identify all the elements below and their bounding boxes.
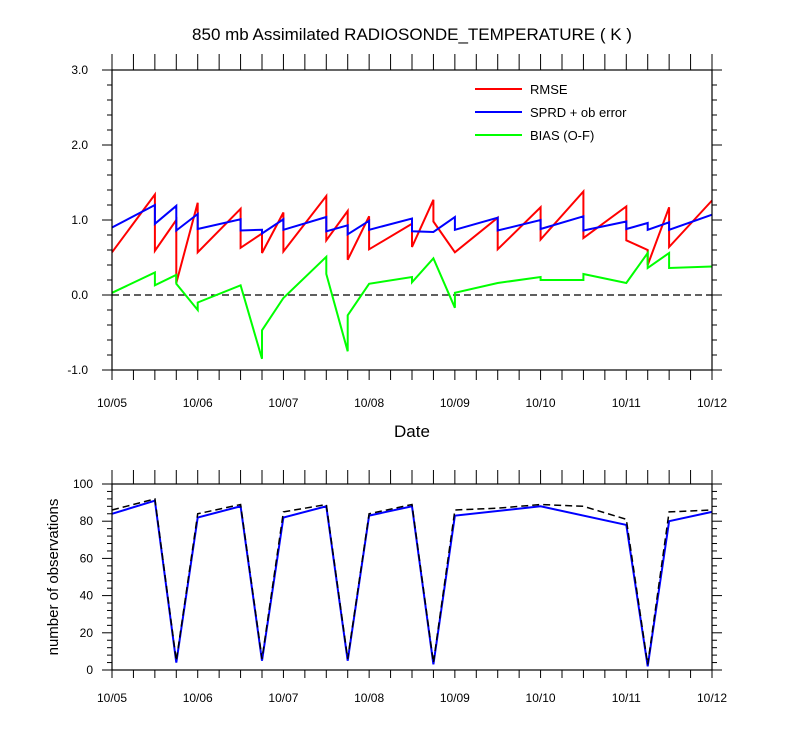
series-line-rmse xyxy=(111,188,713,284)
x-tick-label: 10/06 xyxy=(183,691,213,705)
x-tick-label: 10/10 xyxy=(526,691,556,705)
y-tick-label: 2.0 xyxy=(71,138,88,152)
x-tick-label: 10/12 xyxy=(697,396,727,410)
x-tick-label: 10/07 xyxy=(268,691,298,705)
x-tick-label: 10/05 xyxy=(97,396,127,410)
series-line-sprd-ob-error xyxy=(111,203,713,237)
x-tick-label: 10/06 xyxy=(183,396,213,410)
y-tick-label: 20 xyxy=(80,626,94,640)
x-tick-label: 10/10 xyxy=(526,396,556,410)
legend-label: RMSE xyxy=(530,82,568,97)
x-tick-label: 10/07 xyxy=(268,396,298,410)
legend-label: SPRD + ob error xyxy=(530,105,627,120)
x-tick-label: 10/11 xyxy=(612,691,641,705)
y-tick-label: 40 xyxy=(80,589,94,603)
plot-frame xyxy=(111,69,713,371)
y-tick-label: 0.0 xyxy=(71,288,88,302)
x-tick-label: 10/11 xyxy=(612,396,641,410)
y-tick-label: 1.0 xyxy=(71,213,88,227)
bottom-panel: 10/05 10/06 10/07 10/08 10/09 10/10 10/11 10/12… xyxy=(45,470,727,705)
series-line-bias-o-f xyxy=(111,249,713,360)
y-tick-label: 80 xyxy=(80,514,94,528)
series-line-assimilated xyxy=(111,499,713,667)
x-tick-label: 10/05 xyxy=(97,691,127,705)
top-panel: 850 mb Assimilated RADIOSONDE_TEMPERATUR… xyxy=(67,25,727,441)
legend-label: BIAS (O-F) xyxy=(530,128,594,143)
plot-frame xyxy=(111,483,713,671)
y-tick-label: 100 xyxy=(73,477,93,491)
x-tick-label: 10/09 xyxy=(440,396,470,410)
x-axis-title: Date xyxy=(394,422,430,441)
series-line-possible xyxy=(111,497,713,665)
y-tick-label: 0 xyxy=(86,663,93,677)
x-tick-label: 10/09 xyxy=(440,691,470,705)
y-tick-label: -1.0 xyxy=(67,363,88,377)
y-tick-label: 60 xyxy=(80,551,94,565)
x-tick-label: 10/08 xyxy=(354,396,384,410)
y-tick-label: 3.0 xyxy=(71,63,88,77)
x-tick-label: 10/08 xyxy=(354,691,384,705)
y-axis-title: number of observations xyxy=(45,499,62,656)
chart-title: 850 mb Assimilated RADIOSONDE_TEMPERATUR… xyxy=(192,25,632,44)
x-tick-label: 10/12 xyxy=(697,691,727,705)
